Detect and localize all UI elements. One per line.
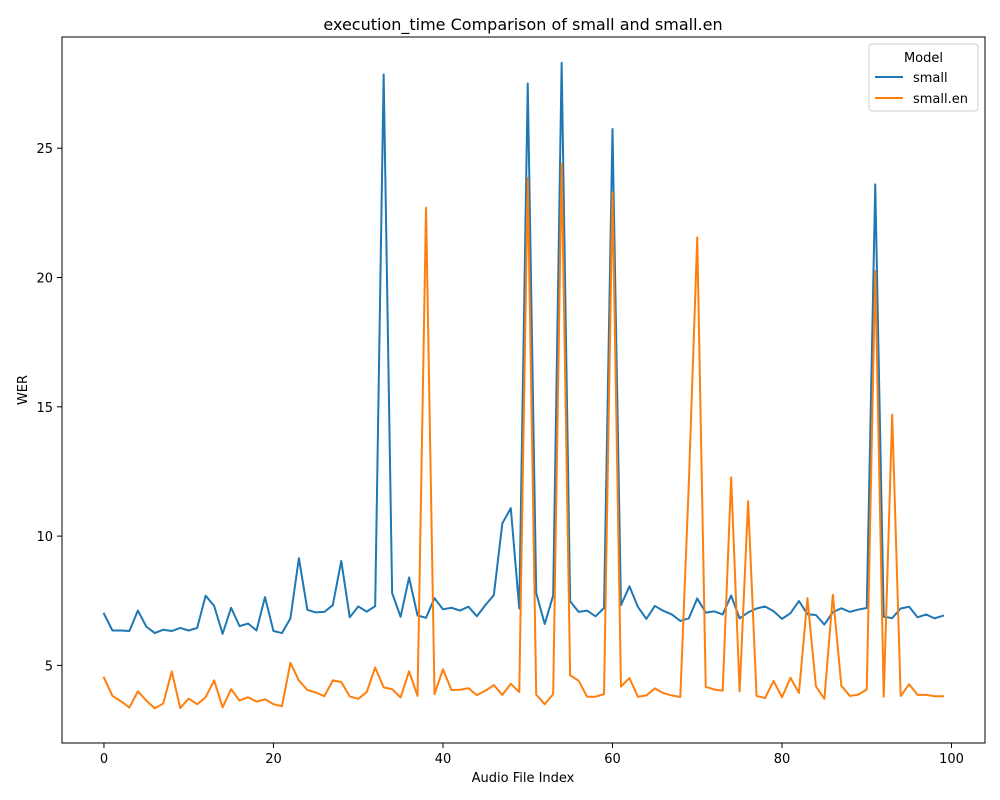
y-tick-label-5: 5 xyxy=(45,659,53,674)
x-tick-label-20: 20 xyxy=(265,752,282,767)
series-line-small xyxy=(102,61,945,635)
legend: Model small small.en xyxy=(868,43,979,112)
y-tick-label-15: 15 xyxy=(36,401,53,416)
legend-label-small: small xyxy=(913,71,948,86)
plot-area-frame xyxy=(61,36,986,744)
legend-label-small-en: small.en xyxy=(913,92,968,107)
y-tick-label-25: 25 xyxy=(36,142,53,157)
x-tick-label-60: 60 xyxy=(604,752,621,767)
x-tick-label-0: 0 xyxy=(100,752,108,767)
series-layer xyxy=(102,61,945,710)
chart-title: execution_time Comparison of small and s… xyxy=(323,15,722,35)
y-tick-label-10: 10 xyxy=(36,530,53,545)
y-axis: 5 10 15 20 25 xyxy=(36,142,62,674)
legend-title: Model xyxy=(904,51,943,66)
y-tick-label-20: 20 xyxy=(36,272,53,287)
legend-box xyxy=(868,43,979,112)
x-tick-label-40: 40 xyxy=(435,752,452,767)
x-tick-label-100: 100 xyxy=(939,752,964,767)
x-axis-label: Audio File Index xyxy=(472,771,575,786)
y-axis-label: WER xyxy=(16,375,31,405)
x-axis: 0 20 40 60 80 100 xyxy=(100,743,964,767)
x-tick-label-80: 80 xyxy=(774,752,791,767)
series-line-small-en xyxy=(102,162,945,710)
